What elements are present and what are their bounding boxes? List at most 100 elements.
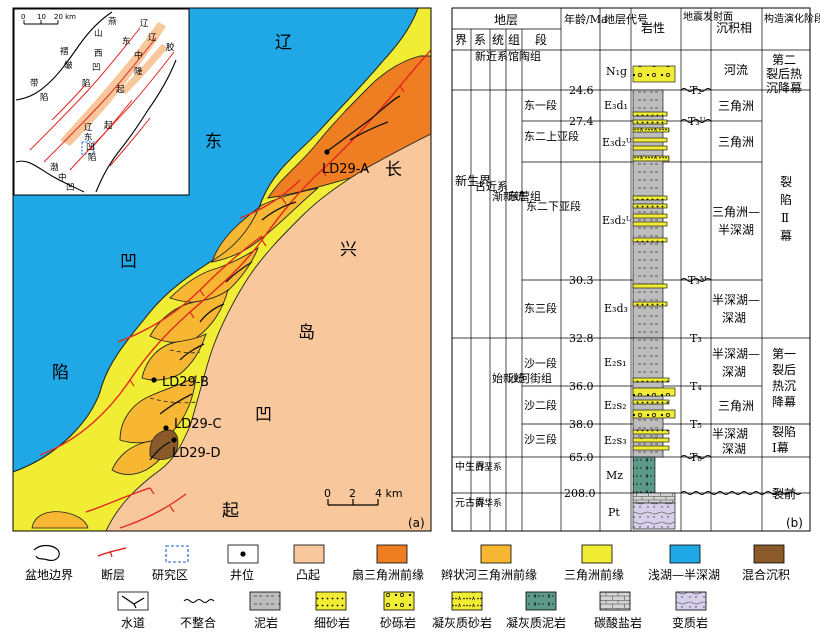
legend-fault: 断层 — [97, 547, 127, 582]
svg-text:始新统: 始新统 — [492, 371, 525, 385]
svg-text:细砂岩: 细砂岩 — [314, 615, 350, 630]
legend-tuff-sandstone: 凝灰质砂岩 — [432, 591, 492, 630]
label-qi: 起 — [222, 501, 239, 521]
svg-text:辫状河三角洲前缘: 辫状河三角洲前缘 — [441, 567, 537, 582]
well-ld29-d-label: LD29-D — [172, 446, 221, 461]
header-facies: 沉积相 — [716, 21, 752, 35]
column-grid — [452, 8, 810, 531]
well-ld29-a-label: LD29-A — [322, 162, 369, 177]
svg-text:辽: 辽 — [140, 19, 149, 29]
svg-text:深湖: 深湖 — [722, 441, 746, 456]
well-ld29-b-marker[interactable] — [151, 377, 157, 383]
braided-delta-lobe-4 — [141, 333, 207, 381]
wells: LD29-A LD29-B LD29-C LD29-D — [151, 149, 369, 461]
svg-text:三角洲: 三角洲 — [718, 399, 754, 413]
column-panel: 地层 界 系 统 组 段 年龄/Ma 地层代号 岩性 地震发射面 沉积相 构造演… — [451, 7, 820, 532]
svg-text:陷: 陷 — [82, 78, 91, 89]
svg-text:E₃d₁: E₃d₁ — [604, 99, 628, 112]
map-frame — [12, 7, 432, 532]
svg-text:半深湖: 半深湖 — [718, 222, 754, 237]
svg-text:T₃ᴹ: T₃ᴹ — [688, 274, 707, 287]
svg-text:凹: 凹 — [92, 63, 101, 73]
svg-text:起: 起 — [104, 121, 113, 131]
label-dao: 岛 — [298, 323, 315, 343]
series-labels: 渐新统 始新统 — [492, 189, 525, 385]
svg-text:65.0: 65.0 — [569, 451, 594, 464]
svg-text:东: 东 — [84, 132, 93, 143]
legend-mudstone: 泥岩 — [249, 591, 281, 630]
legend-fine-sandstone: 细砂岩 — [314, 591, 350, 630]
well-ld29-d-marker[interactable] — [171, 437, 177, 443]
legend-basin: 盆地边界 — [25, 544, 73, 582]
svg-text:褶: 褶 — [60, 46, 69, 57]
stage-labels: 第二 裂后热 沉降幕 裂 陷 Ⅱ 幕 第一 裂后 热沉 降幕 裂陷 Ⅰ幕 裂前 — [766, 53, 802, 501]
header-lith: 岩性 — [641, 20, 665, 35]
member-labels: 东一段 东二上亚段 东二下亚段 东三段 沙一段 沙二段 沙三段 — [524, 98, 581, 446]
unconformity-lines — [680, 88, 802, 495]
svg-text:皱: 皱 — [64, 60, 73, 71]
svg-text:27.4: 27.4 — [569, 115, 594, 128]
svg-text:裂后热: 裂后热 — [766, 67, 802, 81]
well-ld29-c-marker[interactable] — [163, 425, 169, 431]
label-ao2: 凹 — [255, 405, 272, 425]
svg-text:隆: 隆 — [134, 66, 143, 77]
svg-text:Mz: Mz — [606, 469, 623, 482]
svg-text:裂: 裂 — [780, 175, 792, 189]
inset-uplift-band-1 — [60, 22, 166, 146]
svg-text:白垩系: 白垩系 — [475, 461, 502, 473]
svg-text:E₂s₁: E₂s₁ — [604, 356, 627, 369]
svg-text:系: 系 — [474, 33, 486, 47]
bottom-delta-lobe — [31, 511, 89, 529]
label-xing: 兴 — [340, 240, 357, 260]
svg-text:新近系: 新近系 — [475, 49, 508, 63]
svg-text:水道: 水道 — [121, 616, 145, 630]
header-stage: 构造演化阶段 — [764, 12, 820, 25]
svg-text:第二: 第二 — [772, 53, 796, 67]
svg-text:32.8: 32.8 — [569, 332, 594, 345]
svg-text:扇三角洲前缘: 扇三角洲前缘 — [352, 567, 424, 582]
svg-text:沙一段: 沙一段 — [524, 356, 557, 370]
svg-text:Ⅰ幕: Ⅰ幕 — [772, 441, 789, 455]
svg-text:凹: 凹 — [86, 143, 95, 153]
legend-fan: 扇三角洲前缘 — [352, 544, 424, 582]
svg-text:凹: 凹 — [66, 183, 75, 193]
svg-text:三角洲: 三角洲 — [718, 135, 754, 149]
svg-text:T₂: T₂ — [690, 84, 702, 97]
svg-text:馆陶组: 馆陶组 — [508, 49, 541, 63]
svg-text:燕: 燕 — [108, 16, 117, 27]
formation-labels: 馆陶组 东营组 沙河街组 — [508, 49, 552, 385]
legend-channel: 水道 — [117, 591, 149, 630]
svg-text:河流: 河流 — [724, 63, 748, 77]
svg-text:凝灰质泥岩: 凝灰质泥岩 — [506, 615, 566, 630]
svg-text:降幕: 降幕 — [772, 395, 796, 409]
well-ld29-a-marker[interactable] — [324, 149, 330, 155]
fault-ticks — [129, 85, 405, 513]
header-seismic: 地震发射面 — [683, 10, 733, 23]
svg-text:2: 2 — [349, 487, 356, 500]
inset-map: 0 10 20 km 燕 辽 辽 山 东 胶 褶 西 中 皱 凹 隆 带 陷 起… — [13, 8, 190, 196]
svg-text:中: 中 — [58, 172, 67, 183]
svg-text:30.3: 30.3 — [569, 274, 594, 287]
legend-carbonate: 碳酸盐岩 — [594, 591, 642, 630]
svg-text:沙二段: 沙二段 — [524, 398, 557, 412]
svg-text:20 km: 20 km — [54, 13, 76, 21]
svg-text:裂前: 裂前 — [772, 486, 796, 501]
legend-uplift: 凸起 — [293, 544, 325, 582]
well-ld29-c-label: LD29-C — [174, 417, 222, 432]
legend-study-area: 研究区 — [152, 545, 189, 582]
svg-text:东: 东 — [122, 36, 131, 47]
inset-uplift-band-2 — [120, 44, 168, 94]
svg-text:砂砾岩: 砂砾岩 — [380, 615, 416, 630]
inset-scale: 0 10 20 km — [21, 13, 76, 25]
facies-labels: 河流 三角洲 三角洲 三角洲— 半深湖 半深湖— 深湖 半深湖— 深湖 三角洲 … — [712, 63, 760, 456]
header-age: 年龄/Ma — [564, 12, 608, 26]
svg-text:陷: 陷 — [40, 92, 49, 103]
svg-text:裂陷: 裂陷 — [772, 424, 796, 439]
label-dong: 东 — [205, 132, 222, 152]
svg-text:T₈: T₈ — [690, 451, 702, 464]
svg-text:南华系: 南华系 — [475, 497, 502, 509]
svg-text:东二上亚段: 东二上亚段 — [524, 129, 579, 143]
svg-text:山: 山 — [94, 28, 103, 39]
svg-text:碳酸盐岩: 碳酸盐岩 — [594, 615, 642, 630]
